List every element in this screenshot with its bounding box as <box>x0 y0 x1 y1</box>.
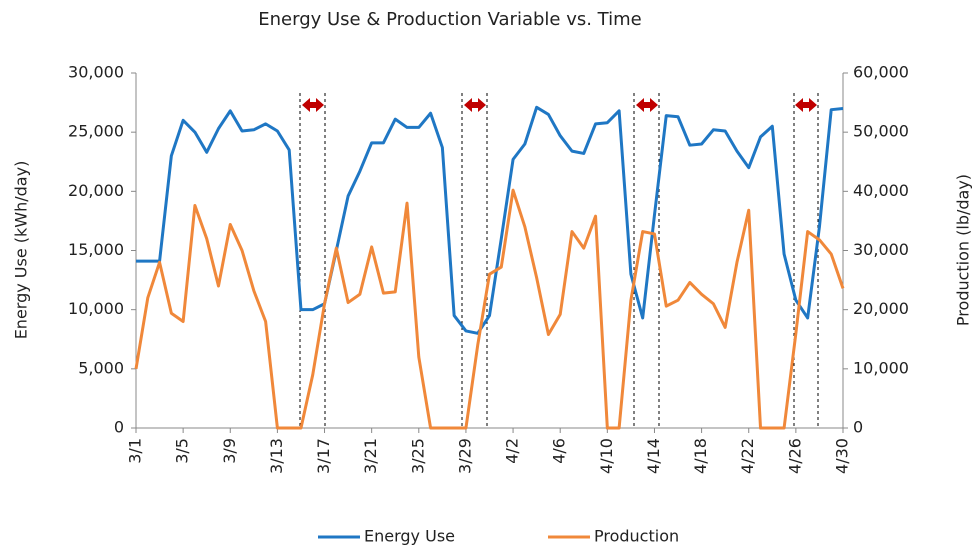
x-tick-label: 3/13 <box>267 438 286 474</box>
y-axis-label: Energy Use (kWh/day) <box>12 161 31 340</box>
y-tick-label: 20,000 <box>68 181 124 200</box>
y-tick-label: 15,000 <box>68 240 124 259</box>
x-tick-label: 3/5 <box>173 438 192 464</box>
y2-tick-label: 0 <box>853 418 863 437</box>
x-tick-label: 3/21 <box>361 438 380 474</box>
y2-tick-label: 40,000 <box>853 181 909 200</box>
x-tick-label: 4/26 <box>785 438 804 474</box>
x-tick-label: 3/25 <box>408 438 427 474</box>
double-arrow <box>464 98 486 112</box>
period-arrows <box>302 98 817 112</box>
x-tick-label: 4/10 <box>597 438 616 474</box>
x-tick-label: 4/6 <box>550 438 569 464</box>
y-tick-label: 0 <box>114 418 124 437</box>
y2-tick-label: 10,000 <box>853 358 909 377</box>
y-tick-label: 30,000 <box>68 63 124 82</box>
x-tick-label: 3/17 <box>314 438 333 474</box>
double-arrow <box>636 98 658 112</box>
y2-tick-label: 60,000 <box>853 63 909 82</box>
y2-axis-label: Production (lb/day) <box>954 174 973 326</box>
y2-tick-label: 30,000 <box>853 240 909 259</box>
chart-title: Energy Use & Production Variable vs. Tim… <box>258 9 641 30</box>
series-line <box>136 105 844 335</box>
x-tick-label: 3/9 <box>220 438 239 464</box>
legend-label: Energy Use <box>364 527 455 546</box>
series-line <box>134 188 845 430</box>
double-arrow <box>302 98 324 112</box>
double-arrow <box>795 98 817 112</box>
x-tick-label: 4/18 <box>691 438 710 474</box>
x-tick-label: 3/29 <box>455 438 474 474</box>
x-tick-label: 4/14 <box>644 438 663 474</box>
x-tick-label: 3/1 <box>126 438 145 464</box>
x-tick-label: 4/22 <box>738 438 757 474</box>
y-tick-label: 10,000 <box>68 299 124 318</box>
y-tick-label: 5,000 <box>78 358 124 377</box>
period-markers <box>299 93 819 428</box>
y-tick-label: 25,000 <box>68 122 124 141</box>
y2-tick-label: 50,000 <box>853 122 909 141</box>
x-tick-label: 4/30 <box>833 438 852 474</box>
x-tick-label: 4/2 <box>503 438 522 464</box>
legend-label: Production <box>594 527 679 546</box>
y2-tick-label: 20,000 <box>853 299 909 318</box>
